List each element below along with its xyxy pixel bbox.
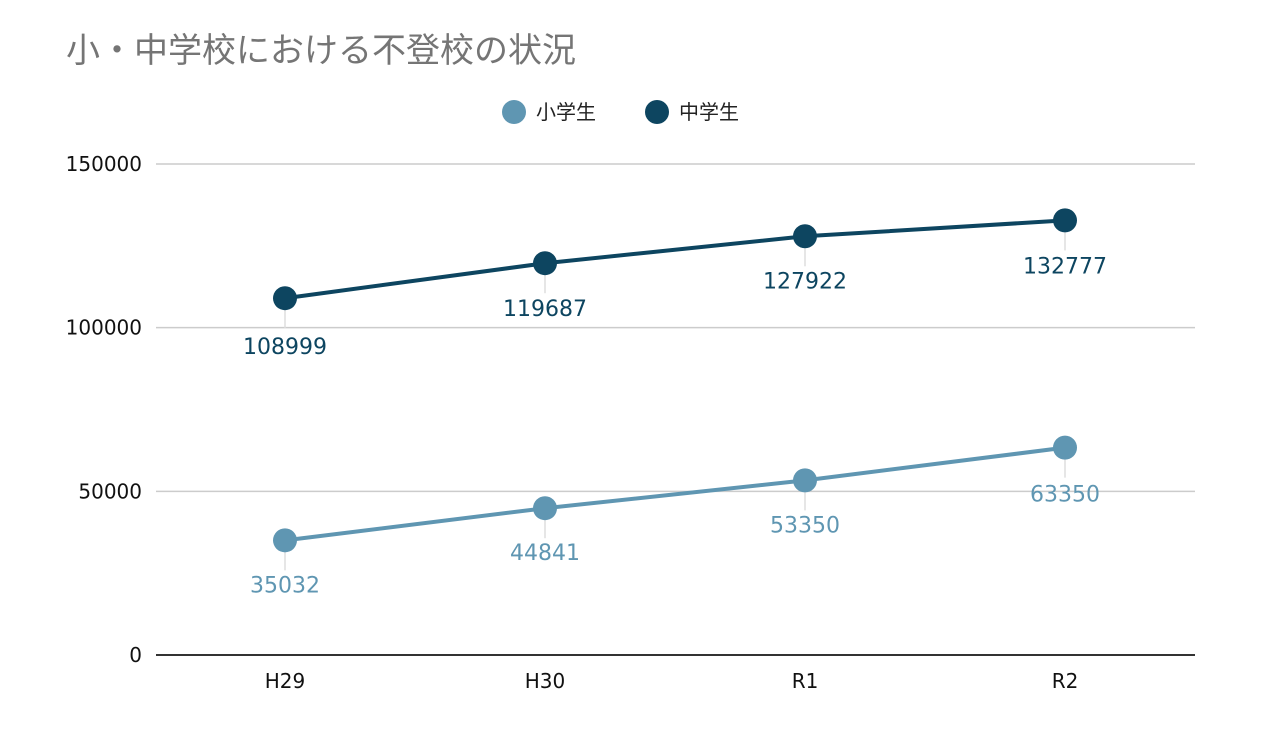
data-point[interactable] [273,528,297,553]
data-label: 119687 [503,297,587,322]
y-tick-label: 100000 [66,316,142,340]
data-label: 53350 [770,513,840,538]
data-point[interactable] [533,251,557,276]
y-tick-label: 50000 [78,479,142,503]
data-label: 132777 [1023,254,1107,279]
series-line [283,445,1067,543]
x-axis-ticks: H29 H30 R1 R2 [265,669,1079,693]
data-label: 108999 [243,335,327,360]
legend-label-junior-high: 中学生 [679,100,739,124]
data-label: 63350 [1030,483,1100,508]
series-layer: 35032 44841 53350 63350 108999 119687 127922 13… [243,208,1107,598]
data-point[interactable] [1053,435,1077,460]
gridlines [156,163,1195,656]
y-axis-ticks: 0 50000 100000 150000 [66,152,142,667]
data-point[interactable] [793,468,817,493]
x-tick-label: R1 [792,669,819,693]
legend-marker-elementary [502,100,526,124]
data-point[interactable] [533,496,557,521]
legend-label-elementary: 小学生 [536,100,596,124]
y-tick-label: 0 [129,643,142,667]
y-tick-label: 150000 [66,152,142,176]
chart-title: 小・中学校における不登校の状況 [66,31,576,71]
series-line [283,218,1067,301]
legend-item-junior-high[interactable]: 中学生 [645,100,739,124]
legend: 小学生 中学生 [502,100,739,124]
data-point[interactable] [273,286,297,311]
x-tick-label: H30 [525,669,566,693]
legend-item-elementary[interactable]: 小学生 [502,100,596,124]
series-elementary: 35032 44841 53350 63350 [250,435,1100,598]
data-point[interactable] [793,224,817,249]
x-tick-label: H29 [265,669,306,693]
legend-marker-junior-high [645,100,669,124]
series-junior-high: 108999 119687 127922 132777 [243,208,1107,360]
data-label: 44841 [510,541,580,566]
data-label: 127922 [763,269,847,294]
x-tick-label: R2 [1052,669,1079,693]
data-label: 35032 [250,573,320,598]
data-point[interactable] [1053,208,1077,233]
